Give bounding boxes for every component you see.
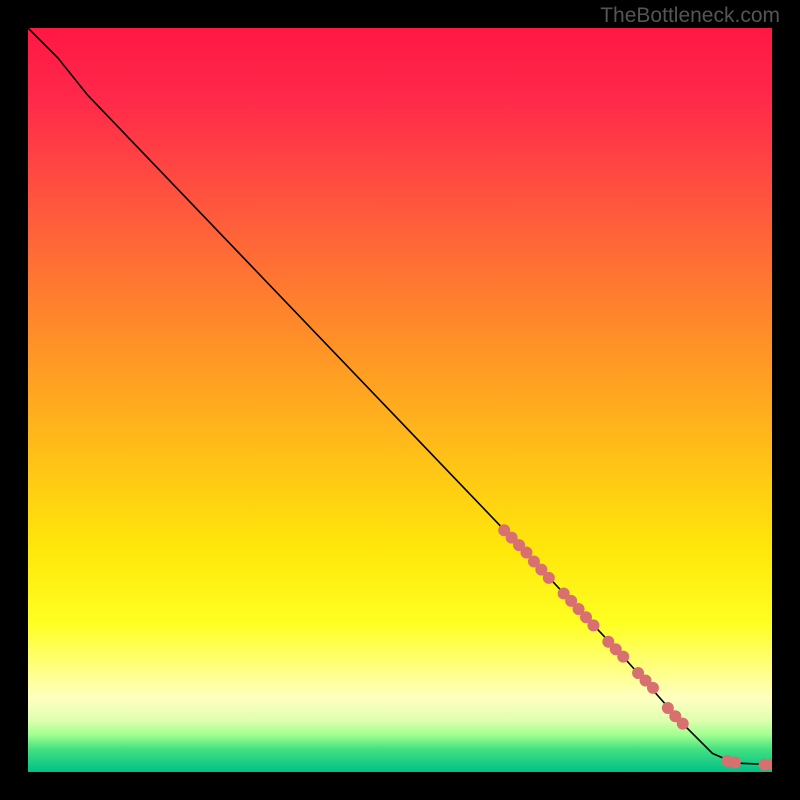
data-marker (647, 682, 659, 694)
bottleneck-curve (28, 28, 772, 765)
data-marker (543, 572, 555, 584)
marker-group (498, 524, 772, 770)
data-marker (729, 756, 741, 768)
data-marker (677, 718, 689, 730)
watermark-text: TheBottleneck.com (600, 4, 780, 28)
data-marker (587, 619, 599, 631)
curve-layer (28, 28, 772, 772)
plot-area (28, 28, 772, 772)
data-marker (617, 651, 629, 663)
